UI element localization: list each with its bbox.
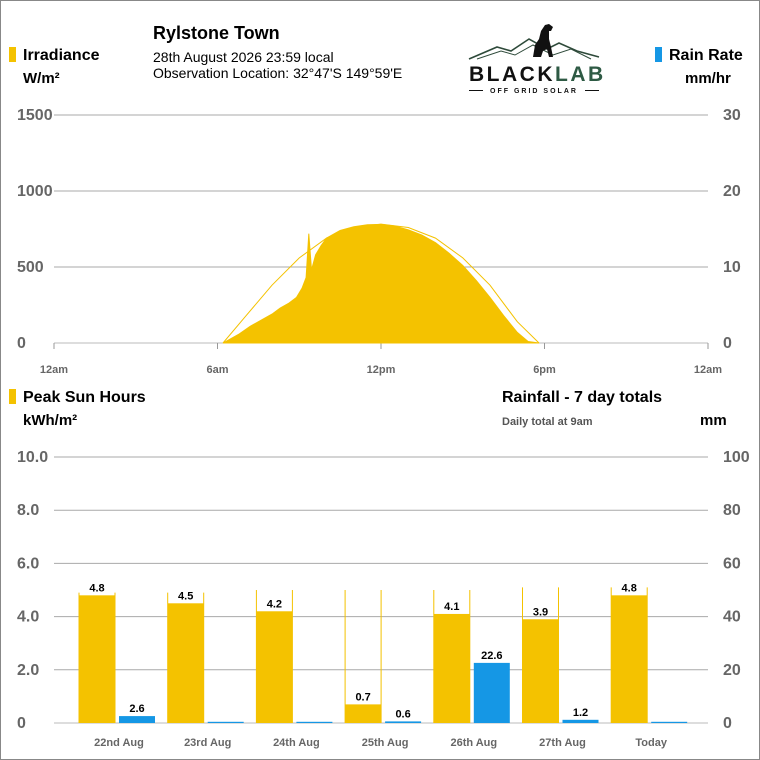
- rain-bar-label: 2.6: [129, 703, 144, 715]
- rain-bar-label: 1.2: [573, 707, 588, 719]
- tagline-rule-left: [469, 90, 483, 91]
- peak-sun-rainfall-chart: 10.0 8.0 6.0 4.0 2.0 0 100 80 60 40 20 0 4.8 2.6 22nd …: [17, 449, 750, 749]
- y-tick-label: 2.0: [17, 662, 39, 679]
- y2-tick-label: 30: [723, 107, 741, 124]
- irradiance-swatch: [9, 47, 16, 62]
- y-tick-label: 1000: [17, 183, 53, 200]
- rain-bar: [562, 719, 599, 723]
- datetime-text: 28th August 2026 23:59 local: [153, 49, 334, 65]
- x-category-label: 25th Aug: [362, 737, 409, 749]
- logo-text-lab: LAB: [555, 63, 606, 86]
- logo-text-black: BLACK: [469, 63, 555, 86]
- rain-bar: [651, 721, 688, 723]
- y-tick-label: 1500: [17, 107, 53, 124]
- rain-bar: [119, 716, 155, 723]
- y-tick-label: 4.0: [17, 609, 39, 626]
- psh-bar: [611, 595, 648, 723]
- irradiance-area: [222, 223, 540, 344]
- y-tick-label: 0: [17, 715, 26, 732]
- psh-bar: [433, 613, 470, 723]
- x-category-label: 26th Aug: [450, 737, 497, 749]
- rain-bar-label: 22.6: [481, 650, 502, 662]
- psh-bar: [167, 603, 204, 723]
- psh-bar-label: 4.8: [89, 582, 104, 594]
- psh-swatch: [9, 389, 16, 404]
- location-text: Observation Location: 32°47'S 149°59'E: [153, 65, 403, 81]
- y2-tick-label: 100: [723, 449, 750, 466]
- blacklab-logo: BLACKLAB OFF GRID SOLAR: [467, 19, 603, 95]
- psh-bar-label: 0.7: [355, 691, 370, 703]
- psh-bar-label: 3.9: [533, 606, 548, 618]
- y2-tick-label: 40: [723, 609, 741, 626]
- y2-tick-label: 10: [723, 259, 741, 276]
- x-category-label: Today: [635, 737, 667, 749]
- x-tick-label: 6pm: [533, 364, 556, 376]
- clear-sky-line: [222, 223, 540, 344]
- psh-unit: kWh/m²: [23, 412, 78, 429]
- psh-bar: [256, 611, 293, 723]
- x-category-label: 27th Aug: [539, 737, 586, 749]
- y2-tick-label: 20: [723, 183, 741, 200]
- rainfall-title: Rainfall - 7 day totals: [502, 389, 663, 406]
- x-category-label: 22nd Aug: [94, 737, 144, 749]
- x-category-label: 23rd Aug: [184, 737, 231, 749]
- rainfall-unit: mm: [700, 412, 727, 429]
- rain-bar: [207, 721, 244, 723]
- psh-bar-label: 4.8: [622, 582, 637, 594]
- rainfall-note: Daily total at 9am: [502, 416, 593, 428]
- y-tick-label: 6.0: [17, 555, 39, 572]
- psh-bar-label: 4.1: [444, 601, 459, 613]
- x-tick-label: 12am: [40, 364, 68, 376]
- clear-sky-outline: [344, 590, 382, 723]
- x-category-label: 24th Aug: [273, 737, 320, 749]
- irradiance-title: Irradiance: [23, 47, 100, 64]
- y2-tick-label: 80: [723, 502, 741, 519]
- psh-bar: [345, 704, 382, 723]
- rain-bar: [296, 721, 333, 723]
- y-tick-label: 8.0: [17, 502, 39, 519]
- x-tick-label: 6am: [206, 364, 228, 376]
- rain-rate-title: Rain Rate: [669, 47, 743, 64]
- psh-bar: [522, 619, 559, 723]
- rain-rate-swatch: [655, 47, 662, 62]
- psh-bar-label: 4.2: [267, 598, 282, 610]
- site-title: Rylstone Town: [153, 23, 280, 43]
- irradiance-unit: W/m²: [23, 70, 60, 87]
- rain-bar: [385, 721, 422, 723]
- tagline-rule-right: [585, 90, 599, 91]
- y2-tick-label: 20: [723, 662, 741, 679]
- x-tick-label: 12pm: [367, 364, 396, 376]
- y2-tick-label: 60: [723, 555, 741, 572]
- y-tick-label: 10.0: [17, 449, 48, 466]
- y2-tick-label: 0: [723, 715, 732, 732]
- logo-tagline: OFF GRID SOLAR: [490, 88, 578, 95]
- rain-bar-label: 0.6: [395, 708, 410, 720]
- psh-bar: [79, 595, 115, 723]
- rain-rate-unit: mm/hr: [685, 70, 731, 87]
- mountain-dog-icon: [468, 24, 600, 60]
- y-tick-label: 0: [17, 335, 26, 352]
- y-tick-label: 500: [17, 259, 44, 276]
- psh-title: Peak Sun Hours: [23, 389, 146, 406]
- rain-bar: [473, 662, 510, 723]
- psh-bar-label: 4.5: [178, 590, 193, 602]
- y2-tick-label: 0: [723, 335, 732, 352]
- x-tick-label: 12am: [694, 364, 722, 376]
